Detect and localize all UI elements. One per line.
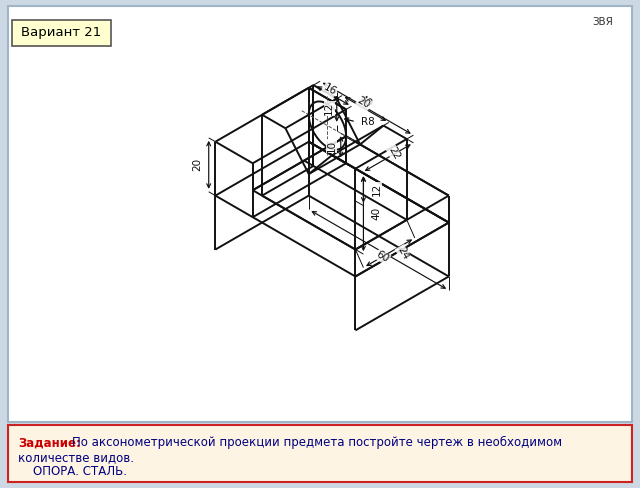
- Text: Задание:: Задание:: [18, 436, 81, 449]
- Text: 12: 12: [324, 102, 334, 115]
- Text: Вариант 21: Вариант 21: [20, 26, 101, 39]
- Text: 40: 40: [357, 94, 373, 109]
- Text: R8: R8: [361, 117, 374, 127]
- Text: ЗВЯ: ЗВЯ: [592, 17, 613, 27]
- Text: ОПОРА. СТАЛЬ.: ОПОРА. СТАЛЬ.: [18, 466, 127, 478]
- Text: 22: 22: [387, 145, 401, 162]
- Text: 24: 24: [396, 244, 411, 261]
- Text: По аксонометрической проекции предмета постройте чертеж в необходимом: По аксонометрической проекции предмета п…: [72, 436, 562, 449]
- Text: 16: 16: [321, 82, 338, 98]
- Text: 20: 20: [356, 95, 372, 110]
- Text: 40: 40: [372, 207, 381, 220]
- Text: 10: 10: [326, 140, 337, 153]
- Text: 60: 60: [374, 249, 391, 264]
- Text: количестве видов.: количестве видов.: [18, 451, 134, 464]
- Text: 20: 20: [192, 158, 202, 171]
- Text: 12: 12: [372, 183, 381, 196]
